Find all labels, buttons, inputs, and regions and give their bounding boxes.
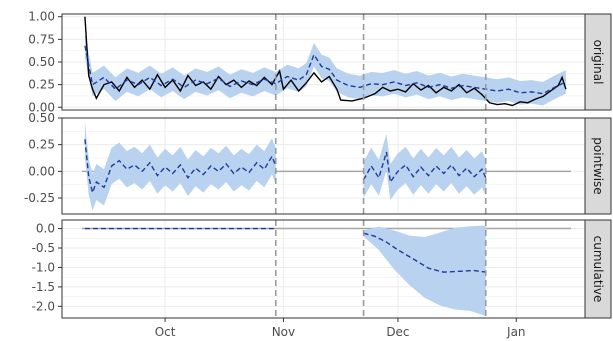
y-tick-label: -0.25: [24, 191, 55, 205]
prediction-line: [363, 232, 486, 273]
y-tick-label: 0.25: [28, 78, 55, 92]
panel-pointwise: -0.25 0.00 0.25 0.50 pointwise: [24, 111, 612, 215]
x-tick-label: Dec: [386, 325, 409, 339]
x-tick-label: Oct: [155, 325, 176, 339]
y-tick-label: -1.5: [32, 280, 55, 294]
panel-background: [62, 220, 585, 318]
y-tick-label: 0.25: [28, 138, 55, 152]
y-tick-label: 1.00: [28, 10, 55, 24]
y-tick-label: 0.50: [28, 55, 55, 69]
x-tick-label: Jan: [506, 325, 526, 339]
facet-strip-label: cumulative: [591, 236, 605, 303]
facet-strip: [584, 219, 612, 319]
panel-cumulative: -2.0 -1.5 -1.0 -0.5 0.0 cumulative: [32, 219, 612, 319]
y-tick-label: 0.50: [28, 111, 55, 125]
y-tick-label: 0.00: [28, 164, 55, 178]
x-tick-label: Nov: [272, 325, 295, 339]
prediction-line: [362, 151, 487, 184]
y-tick-label: -2.0: [32, 299, 55, 313]
interval-band: [363, 134, 486, 201]
facet-strip-label: original: [591, 40, 605, 85]
y-tick-label: 0.75: [28, 32, 55, 46]
facet-strip: [584, 13, 612, 111]
prediction-line: [84, 45, 567, 95]
y-tick-label: 0.0: [36, 222, 55, 236]
facet-strip-label: pointwise: [591, 137, 605, 194]
observed-line: [84, 16, 567, 107]
prediction-line: [84, 139, 277, 196]
y-tick-label: 0.00: [28, 100, 55, 114]
y-tick-label: -0.5: [32, 241, 55, 255]
panel-original: 0.00 0.25 0.50 0.75 1.00 original: [28, 10, 612, 114]
y-tick-label: -1.0: [32, 260, 55, 274]
facet-strip: [584, 117, 612, 215]
